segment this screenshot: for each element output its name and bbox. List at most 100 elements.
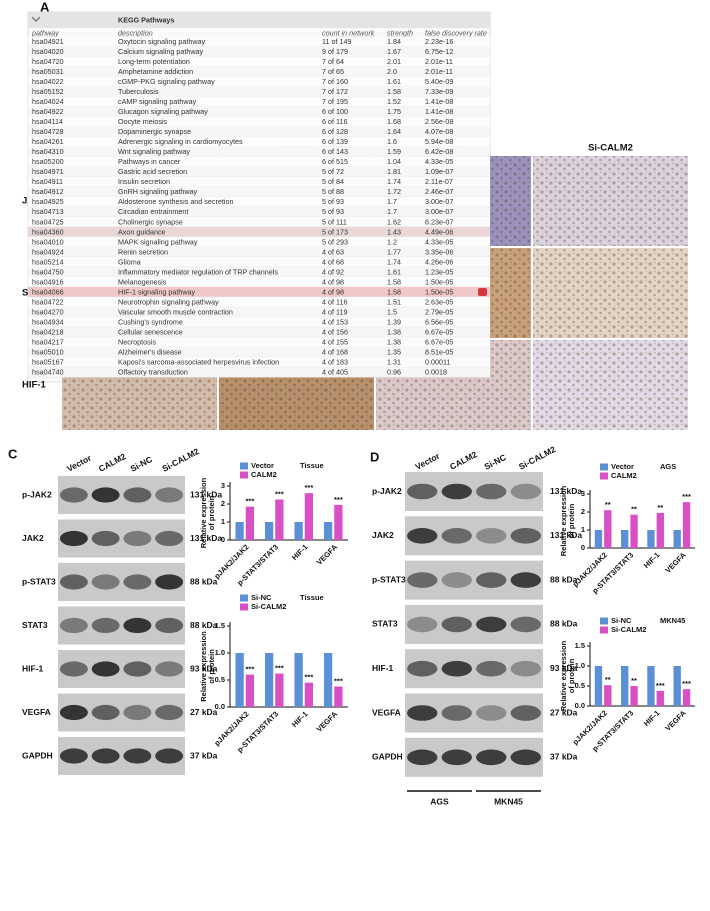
blot-band	[510, 749, 541, 766]
blot-band	[476, 528, 507, 544]
legend-label: Si-CALM2	[611, 625, 646, 634]
blot-band	[407, 749, 438, 766]
significance-label: **	[631, 505, 637, 514]
lane-label: Si-NC	[129, 454, 154, 474]
table-cell: 4.07e-08	[425, 127, 453, 136]
table-cell: Insulin secretion	[118, 177, 170, 186]
table-cell: 6.42e-08	[425, 147, 453, 156]
blot-band	[91, 574, 120, 590]
protein-label: p-STAT3	[22, 576, 56, 586]
bar	[604, 685, 612, 706]
table-cell: 1.58	[387, 277, 401, 286]
table-cell: Axon guidance	[118, 227, 166, 236]
blot-band	[155, 530, 184, 547]
significance-label: ***	[275, 489, 284, 498]
legend-label: CALM2	[611, 471, 637, 480]
lane-label: CALM2	[97, 451, 128, 474]
table-cell: 1.2	[387, 237, 397, 246]
table-cell: 5 of 93	[322, 207, 344, 216]
table-cell: 4 of 183	[322, 358, 348, 367]
protein-label: STAT3	[372, 619, 398, 629]
blot-band	[510, 572, 541, 588]
bar	[264, 653, 274, 707]
table-cell: Long-term potentiation	[118, 57, 190, 66]
table-cell: 3.35e-06	[425, 247, 453, 256]
table-cell: 6.23e-07	[425, 217, 453, 226]
protein-label: GAPDH	[372, 752, 403, 762]
legend-swatch	[240, 603, 248, 611]
blot-band	[91, 661, 120, 677]
table-cell: 7 of 64	[322, 57, 344, 66]
blot-band	[155, 487, 184, 503]
table-cell: 1.74	[387, 257, 401, 266]
table-cell: 1.64	[387, 127, 401, 136]
table-cell: 5 of 173	[322, 227, 348, 236]
table-cell: 4 of 116	[322, 297, 347, 306]
y-tick-label: 2	[581, 507, 585, 516]
table-cell: 6 of 116	[322, 117, 347, 126]
table-row	[28, 307, 490, 318]
bar	[647, 666, 655, 706]
table-row	[28, 56, 490, 67]
chart-annotation: MKN45	[660, 616, 685, 625]
table-cell: 2.11e-07	[425, 177, 453, 186]
size-label: 27 kDa	[550, 707, 578, 717]
bar	[323, 653, 333, 707]
blot-band	[441, 660, 472, 677]
size-label: 37 kDa	[190, 750, 218, 760]
table-cell: 7 of 65	[322, 67, 344, 76]
bar	[630, 686, 638, 706]
table-cell: 1.62	[387, 217, 401, 226]
bar	[656, 690, 664, 706]
blot-band	[476, 616, 507, 633]
table-cell: 4 of 68	[322, 257, 344, 266]
table-cell: 4 of 153	[322, 317, 348, 326]
y-axis-label: Relative expression	[199, 631, 208, 702]
table-row	[28, 246, 490, 257]
significance-label: ***	[334, 495, 343, 504]
column-header: false discovery rate	[425, 28, 487, 37]
table-cell: hsa05031	[32, 67, 64, 76]
lane-label: Vector	[414, 450, 442, 471]
lane-label: Si-CALM2	[160, 446, 200, 474]
x-tick-label: HIF-1	[642, 550, 662, 570]
table-row	[28, 136, 490, 147]
table-cell: 1.09e-07	[425, 167, 453, 176]
table-cell: Cellular senescence	[118, 327, 183, 336]
x-tick-label: HIF-1	[642, 708, 662, 728]
blot-band	[510, 705, 541, 721]
table-cell: Calcium signaling pathway	[118, 47, 204, 56]
table-cell: cGMP-PKG signaling pathway	[118, 77, 215, 86]
bar	[621, 666, 629, 706]
blot-band	[59, 530, 88, 547]
table-cell: 1.23e-05	[425, 267, 453, 276]
table-cell: 1.39	[387, 317, 401, 326]
table-cell: 1.58	[387, 87, 401, 96]
table-cell: 1.41e-08	[425, 97, 453, 106]
table-cell: 1.38	[387, 327, 401, 336]
table-cell: hsa04270	[32, 307, 64, 316]
legend-swatch	[240, 462, 248, 470]
blot-band	[476, 483, 507, 500]
table-cell: 2.63e-05	[425, 297, 453, 306]
y-tick-label: 0.5	[575, 681, 585, 690]
blot-band	[510, 528, 541, 544]
row-icon	[478, 288, 487, 296]
protein-label: p-STAT3	[372, 574, 406, 584]
table-row	[28, 256, 490, 267]
table-cell: 0.96	[387, 368, 401, 377]
significance-label: ***	[656, 681, 665, 690]
table-cell: hsa04750	[32, 267, 64, 276]
column-header: pathway	[31, 28, 59, 37]
table-cell: hsa04740	[32, 368, 64, 377]
legend-swatch	[240, 594, 248, 602]
table-row	[28, 166, 490, 177]
bar	[235, 653, 244, 707]
table-cell: Glucagon signaling pathway	[118, 107, 208, 116]
bar	[594, 666, 603, 706]
significance-label: ***	[682, 679, 691, 688]
blot-band	[407, 483, 438, 500]
y-tick-label: 1	[581, 525, 585, 534]
ihc-column-label: Si-CALM2	[588, 143, 633, 154]
